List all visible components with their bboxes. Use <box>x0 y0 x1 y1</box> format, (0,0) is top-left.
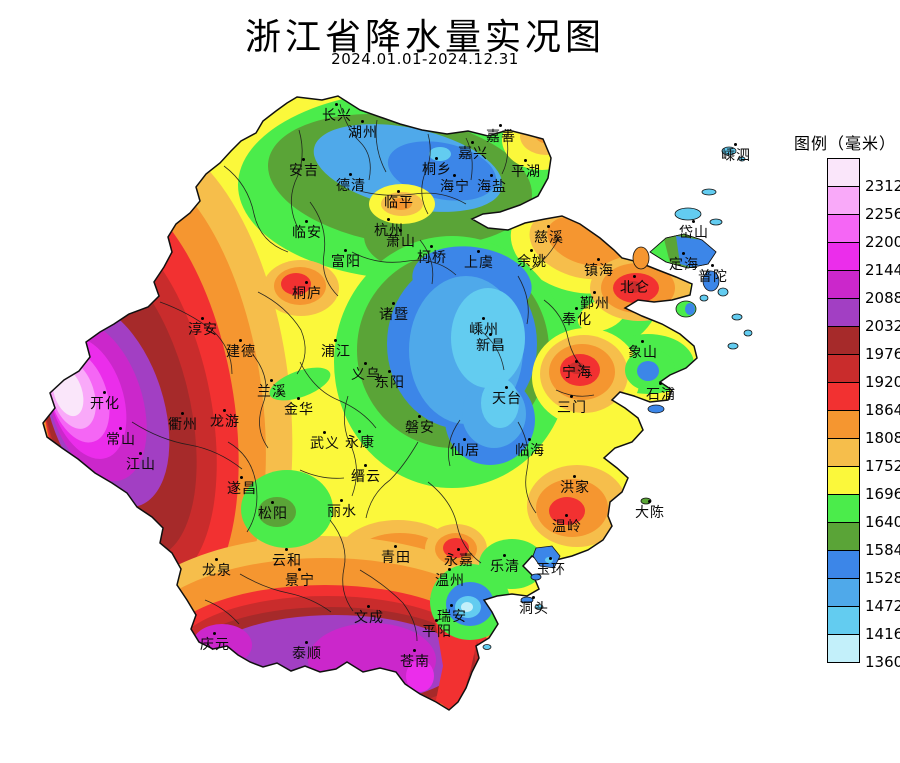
legend-value: 2088 <box>865 289 900 307</box>
page-title: 浙江省降水量实况图 <box>244 17 605 58</box>
legend-title: 图例（毫米） <box>793 134 896 153</box>
legend-value: 1920 <box>865 373 900 391</box>
legend-value: 2256 <box>865 205 900 223</box>
legend-entry: 1920 <box>827 354 900 391</box>
legend: 2312 2256 2200 2144 2088 2032 1976 1920 1864 1808… <box>827 158 900 671</box>
contour-wenzhou <box>425 524 545 640</box>
legend-entry: 1808 <box>827 410 900 447</box>
islands <box>482 146 753 650</box>
legend-value: 1360 <box>865 653 900 671</box>
legend-value: 1696 <box>865 485 900 503</box>
legend-entry: 1472 <box>827 578 900 615</box>
legend-entry: 2256 <box>827 186 900 223</box>
legend-entry: 1360 <box>827 634 900 671</box>
legend-entry: 2032 <box>827 298 900 335</box>
page-subtitle: 2024.01.01-2024.12.31 <box>331 50 519 68</box>
legend-value: 2144 <box>865 261 900 279</box>
legend-entry: 1696 <box>827 466 900 503</box>
legend-value: 2200 <box>865 233 900 251</box>
legend-entry: 1416 <box>827 606 900 643</box>
legend-value: 1472 <box>865 597 900 615</box>
legend-entry: 1528 <box>827 550 900 587</box>
legend-entry: 1640 <box>827 494 900 531</box>
legend-entry: 2088 <box>827 270 900 307</box>
legend-value: 1976 <box>865 345 900 363</box>
contour-central-blue <box>269 236 570 488</box>
legend-value: 1416 <box>865 625 900 643</box>
legend-value: 1808 <box>865 429 900 447</box>
province-outline <box>42 95 698 711</box>
legend-entry: 2144 <box>827 242 900 279</box>
legend-value: 2312 <box>865 177 900 195</box>
legend-entry: 2200 <box>827 214 900 251</box>
legend-value: 1640 <box>865 513 900 531</box>
legend-entry: 1752 <box>827 438 900 475</box>
county-boundaries <box>131 103 595 642</box>
legend-value: 1752 <box>865 457 900 475</box>
legend-entry: 1864 <box>827 382 900 419</box>
legend-entry: 2312 <box>827 158 900 195</box>
legend-value: 1864 <box>865 401 900 419</box>
legend-entry: 1584 <box>827 522 900 559</box>
legend-value: 1584 <box>865 541 900 559</box>
legend-entry: 1976 <box>827 326 900 363</box>
contour-east-spots <box>527 328 675 547</box>
legend-value: 2032 <box>865 317 900 335</box>
legend-value: 1528 <box>865 569 900 587</box>
